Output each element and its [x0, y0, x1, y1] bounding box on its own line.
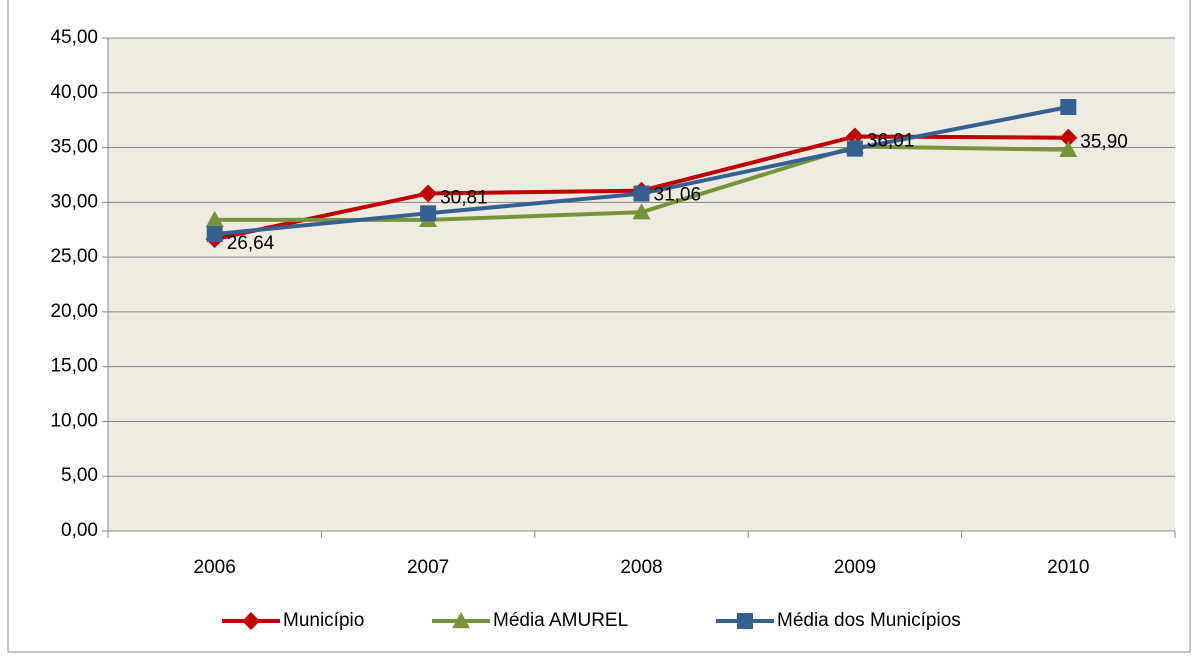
legend-label: Média AMUREL — [493, 610, 628, 631]
marker — [737, 613, 753, 629]
y-tick-label: 5,00 — [61, 465, 98, 486]
marker — [1059, 140, 1078, 157]
y-tick-label: 10,00 — [50, 410, 98, 431]
y-tick-label: 45,00 — [50, 27, 98, 48]
y-tick-label: 35,00 — [50, 137, 98, 158]
data-label: 35,90 — [1080, 132, 1128, 153]
marker — [419, 184, 438, 203]
marker — [846, 140, 863, 157]
data-label: 36,01 — [867, 131, 915, 152]
marker — [632, 203, 651, 220]
data-label: 26,64 — [227, 233, 275, 254]
marker — [242, 612, 260, 630]
y-tick-label: 20,00 — [50, 301, 98, 322]
y-tick-label: 40,00 — [50, 82, 98, 103]
y-tick-label: 0,00 — [61, 520, 98, 541]
x-tick-label: 2007 — [407, 557, 449, 578]
x-tick-label: 2006 — [194, 557, 236, 578]
y-tick-label: 15,00 — [50, 356, 98, 377]
marker — [205, 210, 224, 228]
data-label: 31,06 — [654, 185, 702, 206]
marker — [452, 612, 470, 629]
x-tick-label: 2010 — [1047, 557, 1089, 578]
marker — [206, 226, 223, 243]
x-tick-label: 2009 — [834, 557, 876, 578]
marker — [1060, 99, 1077, 116]
plot-area — [108, 38, 1175, 531]
legend-label: Município — [283, 610, 364, 631]
y-tick-label: 25,00 — [50, 246, 98, 267]
marker — [420, 205, 437, 222]
data-label: 30,81 — [440, 187, 488, 208]
marker — [1059, 128, 1078, 147]
marker — [633, 185, 650, 202]
legend-label: Média dos Municípios — [777, 610, 961, 631]
y-tick-label: 30,00 — [50, 191, 98, 212]
x-tick-label: 2008 — [620, 557, 662, 578]
